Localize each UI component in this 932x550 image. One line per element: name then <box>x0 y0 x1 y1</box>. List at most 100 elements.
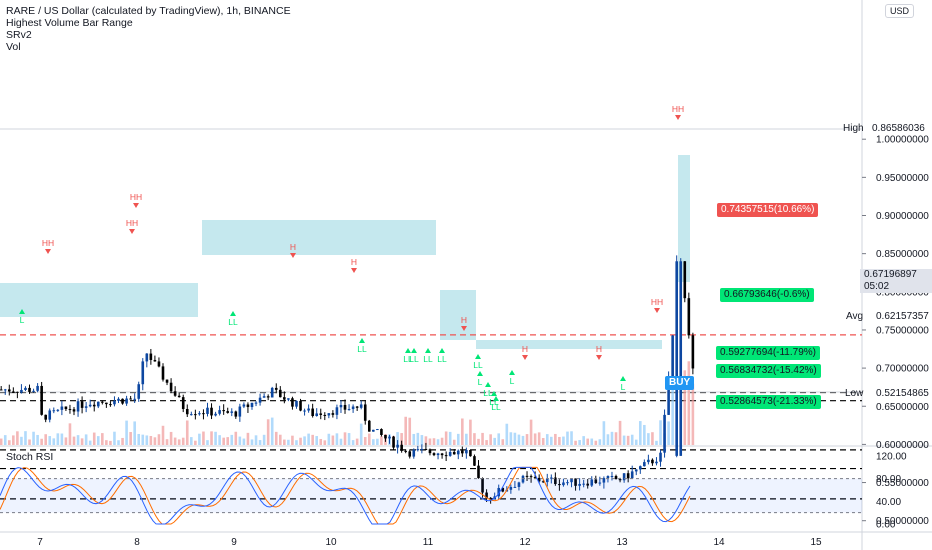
indicator-srv2[interactable]: SRv2 <box>6 29 32 41</box>
candle <box>671 335 674 378</box>
volume-bar <box>687 361 691 445</box>
volume-bar <box>295 440 298 445</box>
time-tick-label: 12 <box>519 537 531 548</box>
volume-bar <box>630 434 634 445</box>
volume-bar <box>254 435 258 445</box>
high-value: 0.86586036 <box>872 123 925 134</box>
volume-bar <box>109 440 112 445</box>
candle <box>420 448 424 450</box>
candle <box>109 404 112 406</box>
pivot-arrow-up <box>230 311 236 316</box>
indicator-vol[interactable]: Vol <box>6 41 21 53</box>
price-tick-label: 0.95000000 <box>876 173 929 184</box>
volume-bar <box>448 431 452 445</box>
candle <box>36 385 39 391</box>
volume-bar <box>590 438 594 445</box>
currency-button[interactable]: USD <box>884 4 914 18</box>
volume-bar <box>691 383 695 445</box>
candle <box>287 398 290 400</box>
pivot-arrow-up <box>411 348 417 353</box>
volume-bar <box>287 439 290 445</box>
pivot-label: LL <box>491 402 501 412</box>
pivot-arrow-down <box>654 308 660 313</box>
rsi-tick-label: 80.00 <box>876 474 901 485</box>
volume-bar <box>129 432 132 445</box>
rsi-k-line <box>0 466 691 525</box>
candle <box>173 391 177 396</box>
candle <box>303 410 306 412</box>
pivot-arrow-up <box>439 348 445 353</box>
volume-bar <box>683 370 687 445</box>
volume-bar <box>497 433 501 445</box>
candle <box>7 389 11 392</box>
volume-bar <box>550 436 553 445</box>
volume-bar <box>367 433 371 445</box>
candle <box>461 450 464 454</box>
volume-bar <box>258 440 262 445</box>
candle <box>84 406 88 408</box>
candle <box>80 401 84 408</box>
candle <box>634 469 638 472</box>
candle <box>145 353 149 362</box>
volume-bar <box>24 431 27 445</box>
candle <box>562 482 565 486</box>
volume-bar <box>582 436 585 445</box>
candle <box>691 335 695 369</box>
volume-bar <box>456 433 460 445</box>
volume-bar <box>578 440 581 445</box>
symbol-title[interactable]: RARE / US Dollar (calculated by TradingV… <box>6 5 291 17</box>
volume-bar <box>533 433 537 445</box>
candle <box>663 414 666 453</box>
volume-bar <box>153 437 157 445</box>
volume-bar <box>246 432 250 445</box>
volume-bar <box>16 431 19 445</box>
candle <box>283 397 286 400</box>
candle <box>638 466 642 470</box>
volume-bar <box>214 431 217 445</box>
time-tick-label: 7 <box>37 537 43 548</box>
pivot-arrow-up <box>475 354 481 359</box>
volume-bar <box>177 439 181 445</box>
candle <box>412 449 416 457</box>
price-tick-label: 0.70000000 <box>876 364 929 375</box>
candle <box>541 481 545 483</box>
candle <box>60 406 64 410</box>
candle <box>44 414 47 420</box>
candle <box>198 413 201 415</box>
pivot-label: L <box>510 376 515 386</box>
volume-bar <box>566 431 569 445</box>
volume-bar <box>52 438 56 445</box>
candle <box>513 486 517 488</box>
volume-bar <box>44 434 47 445</box>
volume-bar <box>465 433 468 445</box>
volume-bar <box>169 431 173 445</box>
volume-bar <box>513 432 517 445</box>
candle <box>606 476 610 479</box>
candle <box>489 497 492 499</box>
candle <box>400 444 403 451</box>
volume-bar <box>149 435 153 445</box>
volume-bar <box>614 432 618 445</box>
volume-bar <box>303 436 306 445</box>
pivot-label: LL <box>483 388 493 398</box>
volume-bar <box>202 431 205 445</box>
volume-bar <box>444 431 448 445</box>
pivot-label: HH <box>126 218 138 228</box>
volume-bar <box>376 438 379 445</box>
volume-bar <box>133 421 136 445</box>
volume-bar <box>278 434 282 445</box>
volume-bar <box>137 433 141 445</box>
candle <box>659 452 662 462</box>
volume-bar <box>291 435 294 445</box>
volume-bar <box>141 434 145 445</box>
indicator-hvbr[interactable]: Highest Volume Bar Range <box>6 17 133 29</box>
volume-bar <box>541 438 545 445</box>
candle <box>250 402 254 408</box>
candle <box>602 478 606 483</box>
candle <box>630 471 634 479</box>
stoch-rsi-title[interactable]: Stoch RSI <box>6 451 54 463</box>
buy-signal[interactable]: BUY <box>665 376 695 390</box>
volume-bar <box>250 439 254 445</box>
price-tick-label: 0.50000000 <box>876 516 929 527</box>
